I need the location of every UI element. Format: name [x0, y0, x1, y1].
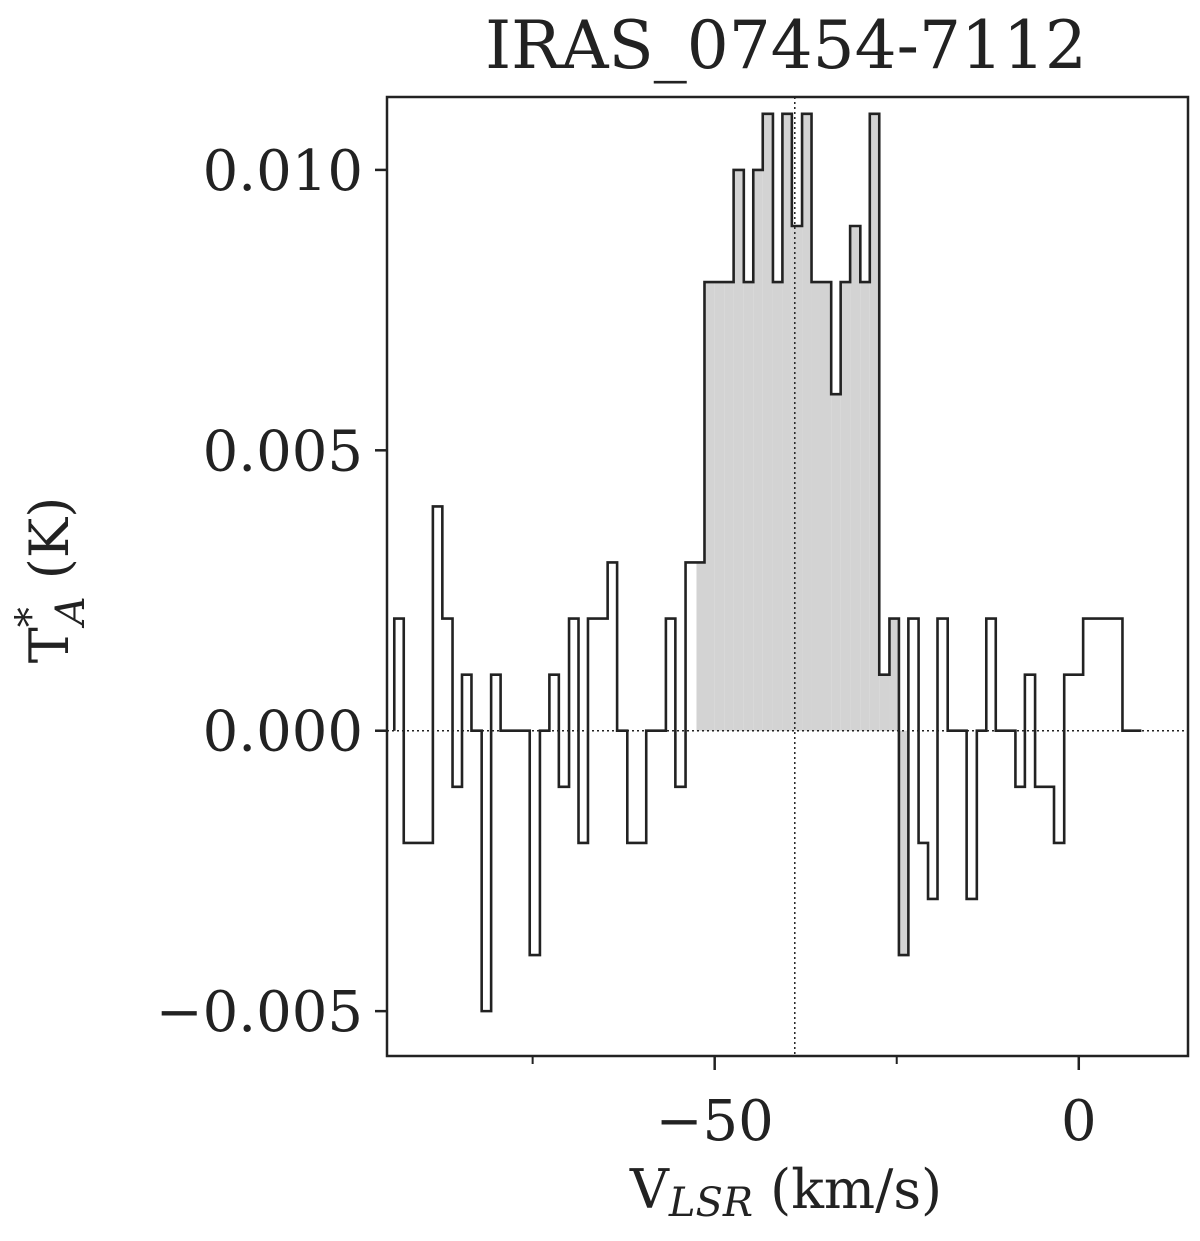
shaded-bar: [889, 618, 899, 731]
y-tick-label: 0.010: [203, 139, 363, 204]
shaded-bar: [704, 282, 715, 731]
plot-frame: [385, 95, 1190, 1058]
y-axis-label-superscript: *: [8, 607, 54, 627]
x-tick-label: −50: [656, 1089, 774, 1154]
shaded-bar: [879, 674, 890, 731]
x-axis-label: VLSR (km/s): [629, 1158, 942, 1226]
shaded-bar: [860, 282, 870, 731]
shaded-bar: [772, 282, 783, 731]
shaded-bar: [898, 730, 908, 956]
shaded-bar: [714, 282, 725, 731]
shaded-bar: [831, 394, 841, 731]
x-tick-label: 0: [1061, 1089, 1097, 1154]
series-layer: [392, 112, 1142, 1013]
shaded-bar: [782, 113, 792, 731]
y-axis-label: T*A (K): [8, 497, 94, 664]
shaded-area-layer: [696, 113, 908, 956]
shaded-bar: [869, 113, 880, 731]
shaded-bar: [850, 225, 861, 731]
x-axis-label-main: V: [629, 1158, 670, 1221]
shaded-bar: [840, 282, 851, 731]
x-axis-label-unit: (km/s): [753, 1158, 942, 1221]
shaded-bar: [743, 282, 754, 731]
shaded-bar: [724, 282, 734, 731]
reference-lines: [387, 97, 1188, 1056]
shaded-bar: [820, 282, 832, 731]
y-tick-label: −0.005: [156, 980, 363, 1045]
y-axis-label-unit: (K): [18, 497, 81, 597]
shaded-bar: [762, 113, 773, 731]
x-axis-label-subscript: LSR: [668, 1180, 753, 1226]
y-axis-label-subscript: A: [48, 596, 94, 629]
spectrum-series-line: [392, 112, 1142, 1013]
shaded-bar: [733, 169, 744, 731]
shaded-bar: [753, 169, 763, 731]
shaded-bar: [696, 562, 705, 731]
chart-title: IRAS_07454-7112: [485, 7, 1087, 84]
shaded-bar: [811, 282, 821, 731]
shaded-bar: [802, 113, 812, 731]
y-tick-label: 0.000: [203, 700, 363, 765]
axis-ticks: −0.005 0.000 0.005 0.010 −50 0: [156, 139, 1097, 1154]
y-tick-label: 0.005: [203, 419, 363, 484]
y-axis-label-main: T: [18, 627, 81, 663]
shaded-bar: [791, 225, 803, 731]
